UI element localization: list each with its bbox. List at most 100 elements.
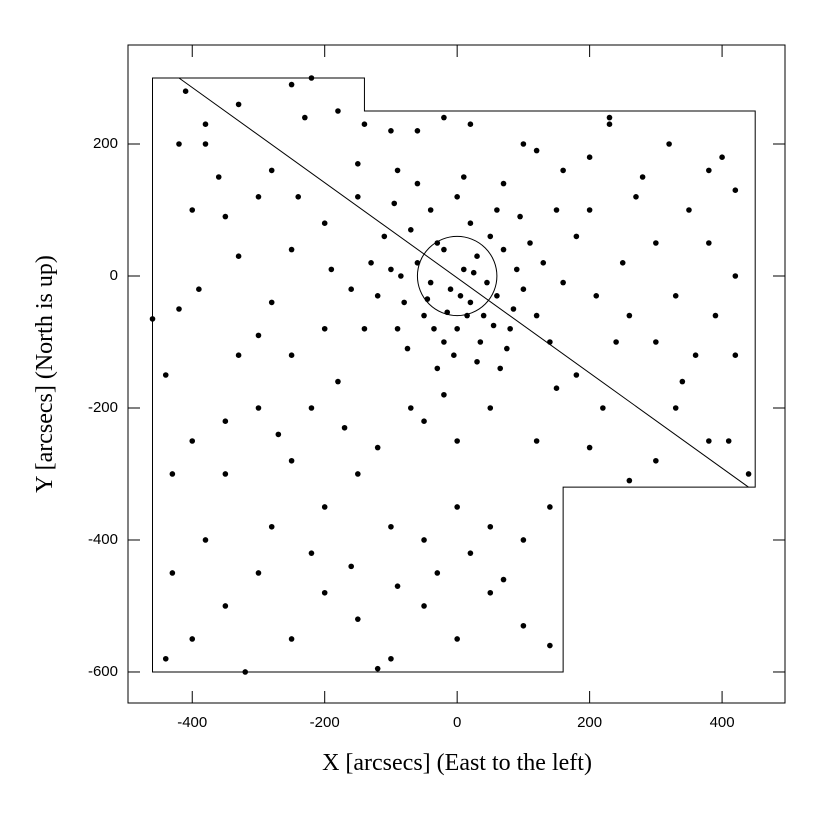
point — [586, 154, 593, 160]
point — [586, 207, 593, 213]
point — [474, 253, 480, 259]
point — [494, 292, 500, 299]
point — [441, 391, 447, 398]
point — [540, 259, 547, 266]
point — [679, 378, 686, 385]
point — [672, 292, 679, 299]
point — [235, 101, 242, 108]
point — [487, 405, 494, 411]
point — [547, 504, 553, 510]
point — [427, 207, 434, 213]
point — [302, 114, 308, 121]
point — [381, 233, 388, 240]
point — [328, 266, 335, 273]
point — [454, 636, 460, 642]
point — [606, 121, 613, 127]
point — [355, 616, 361, 622]
point — [394, 167, 401, 174]
point — [404, 345, 411, 352]
point — [520, 622, 527, 629]
point — [424, 296, 431, 302]
point — [547, 642, 553, 649]
point — [394, 583, 401, 589]
point — [308, 550, 315, 556]
point — [520, 537, 527, 543]
point — [268, 299, 275, 306]
point — [202, 537, 209, 543]
point — [441, 246, 447, 253]
point — [288, 352, 295, 358]
point — [633, 193, 639, 200]
point — [457, 292, 464, 299]
point — [431, 325, 437, 332]
point — [672, 405, 679, 411]
point — [520, 141, 527, 147]
point — [335, 108, 341, 114]
point — [547, 339, 553, 345]
point — [434, 365, 441, 372]
footprint — [152, 77, 756, 673]
point — [474, 358, 480, 365]
point — [533, 438, 540, 444]
point — [427, 279, 434, 286]
point — [222, 213, 229, 220]
point — [169, 471, 176, 477]
point — [487, 589, 494, 596]
point — [653, 457, 659, 464]
point — [454, 325, 460, 332]
y-tick-label: 0 — [110, 267, 118, 284]
point — [374, 292, 381, 299]
point — [215, 174, 222, 180]
point — [586, 444, 593, 451]
point — [268, 523, 275, 530]
point — [368, 259, 374, 266]
point — [391, 200, 398, 207]
y-axis-label: Y [arcsecs] (North is up) — [32, 255, 58, 493]
x-tick-label: 200 — [577, 714, 602, 731]
point — [626, 312, 633, 319]
point — [500, 576, 507, 583]
point — [513, 266, 520, 273]
point — [527, 240, 533, 246]
point — [189, 207, 196, 213]
point — [321, 589, 328, 596]
point — [606, 114, 613, 121]
point — [454, 438, 460, 444]
point — [613, 339, 619, 345]
point — [268, 167, 275, 174]
point — [398, 273, 404, 279]
point — [388, 655, 394, 662]
point — [712, 312, 719, 319]
point — [504, 345, 510, 352]
point — [600, 405, 606, 411]
point — [321, 220, 328, 226]
x-axis-label: X [arcsecs] (East to the left) — [322, 750, 592, 776]
point — [149, 316, 156, 322]
point — [719, 154, 725, 160]
point — [341, 424, 348, 431]
y-tick-label: -400 — [88, 531, 118, 548]
point — [434, 240, 441, 246]
point — [745, 471, 752, 477]
point — [202, 121, 209, 127]
point — [467, 550, 474, 556]
x-tick-label: -400 — [177, 714, 207, 731]
point — [235, 352, 242, 358]
point — [361, 325, 368, 332]
point — [374, 444, 381, 451]
point — [176, 306, 182, 312]
point — [288, 81, 295, 88]
point — [348, 563, 354, 570]
point — [308, 405, 315, 411]
point — [421, 312, 427, 319]
point — [162, 655, 169, 662]
point — [653, 339, 659, 345]
point — [222, 471, 229, 477]
point — [560, 167, 566, 174]
point — [464, 312, 470, 319]
point — [447, 286, 454, 292]
point — [520, 286, 527, 292]
point — [335, 378, 341, 385]
point — [619, 259, 626, 266]
